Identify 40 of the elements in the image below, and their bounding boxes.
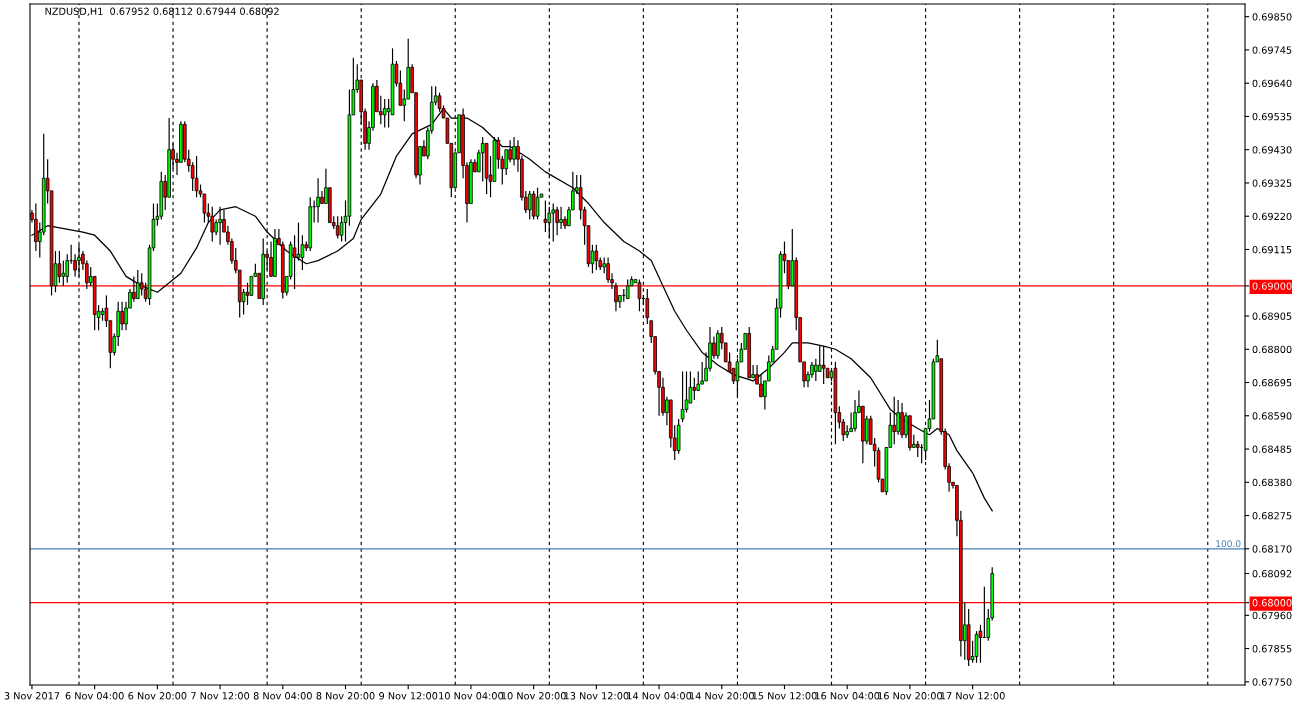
y-tick-label: 0.68380	[1252, 478, 1292, 487]
y-tick-label: 0.68905	[1252, 312, 1292, 320]
x-tick-label: 9 Nov 12:00	[379, 692, 438, 700]
y-tick-label: 0.69640	[1252, 79, 1292, 88]
x-tick-label: 10 Nov 20:00	[501, 692, 566, 700]
y-tick-label: 0.69430	[1252, 146, 1292, 154]
x-tick-label: 14 Nov 20:00	[690, 692, 754, 700]
x-tick-label: 8 Nov 20:00	[316, 692, 375, 700]
y-tick-label: 0.69850	[1252, 13, 1292, 21]
y-tick-label: 0.68695	[1252, 378, 1292, 387]
y-tick-label: 0.69000	[1252, 282, 1292, 290]
chart-title: NZDUSD,H1 0.67952 0.68112 0.67944 0.68092	[45, 7, 279, 16]
x-tick-label: 17 Nov 12:00	[940, 692, 1005, 700]
y-tick-label: 0.67855	[1252, 645, 1292, 653]
y-tick-label: 0.68275	[1252, 512, 1292, 520]
y-tick-label: 0.68170	[1252, 545, 1292, 553]
y-tick-label: 0.69325	[1252, 179, 1292, 187]
y-tick-label: 0.68485	[1252, 445, 1292, 453]
annotation: 100.0	[1216, 540, 1241, 548]
y-tick-label: 0.69115	[1252, 245, 1292, 254]
y-tick-label: 0.68092	[1252, 569, 1292, 578]
x-tick-label: 3 Nov 2017	[4, 692, 60, 700]
y-tick-label: 0.68590	[1252, 412, 1292, 420]
y-tick-label: 0.68800	[1252, 345, 1292, 354]
x-tick-label: 7 Nov 12:00	[191, 692, 250, 700]
y-tick-label: 0.69535	[1252, 112, 1292, 121]
x-tick-label: 8 Nov 04:00	[253, 692, 312, 700]
y-tick-label: 0.67750	[1252, 678, 1292, 686]
y-tick-label: 0.69745	[1252, 46, 1292, 54]
x-tick-label: 14 Nov 04:00	[627, 692, 692, 700]
x-tick-label: 16 Nov 20:00	[878, 692, 943, 700]
x-tick-label: 6 Nov 20:00	[128, 692, 187, 700]
y-tick-label: 0.68000	[1252, 599, 1292, 607]
x-tick-label: 10 Nov 04:00	[439, 692, 504, 700]
x-tick-label: 16 Nov 04:00	[815, 692, 880, 700]
y-tick-label: 0.69220	[1252, 212, 1292, 221]
x-tick-label: 13 Nov 12:00	[564, 692, 629, 700]
x-tick-label: 15 Nov 12:00	[752, 692, 817, 700]
y-tick-label: 0.67960	[1252, 611, 1292, 620]
x-tick-label: 6 Nov 04:00	[65, 692, 124, 700]
